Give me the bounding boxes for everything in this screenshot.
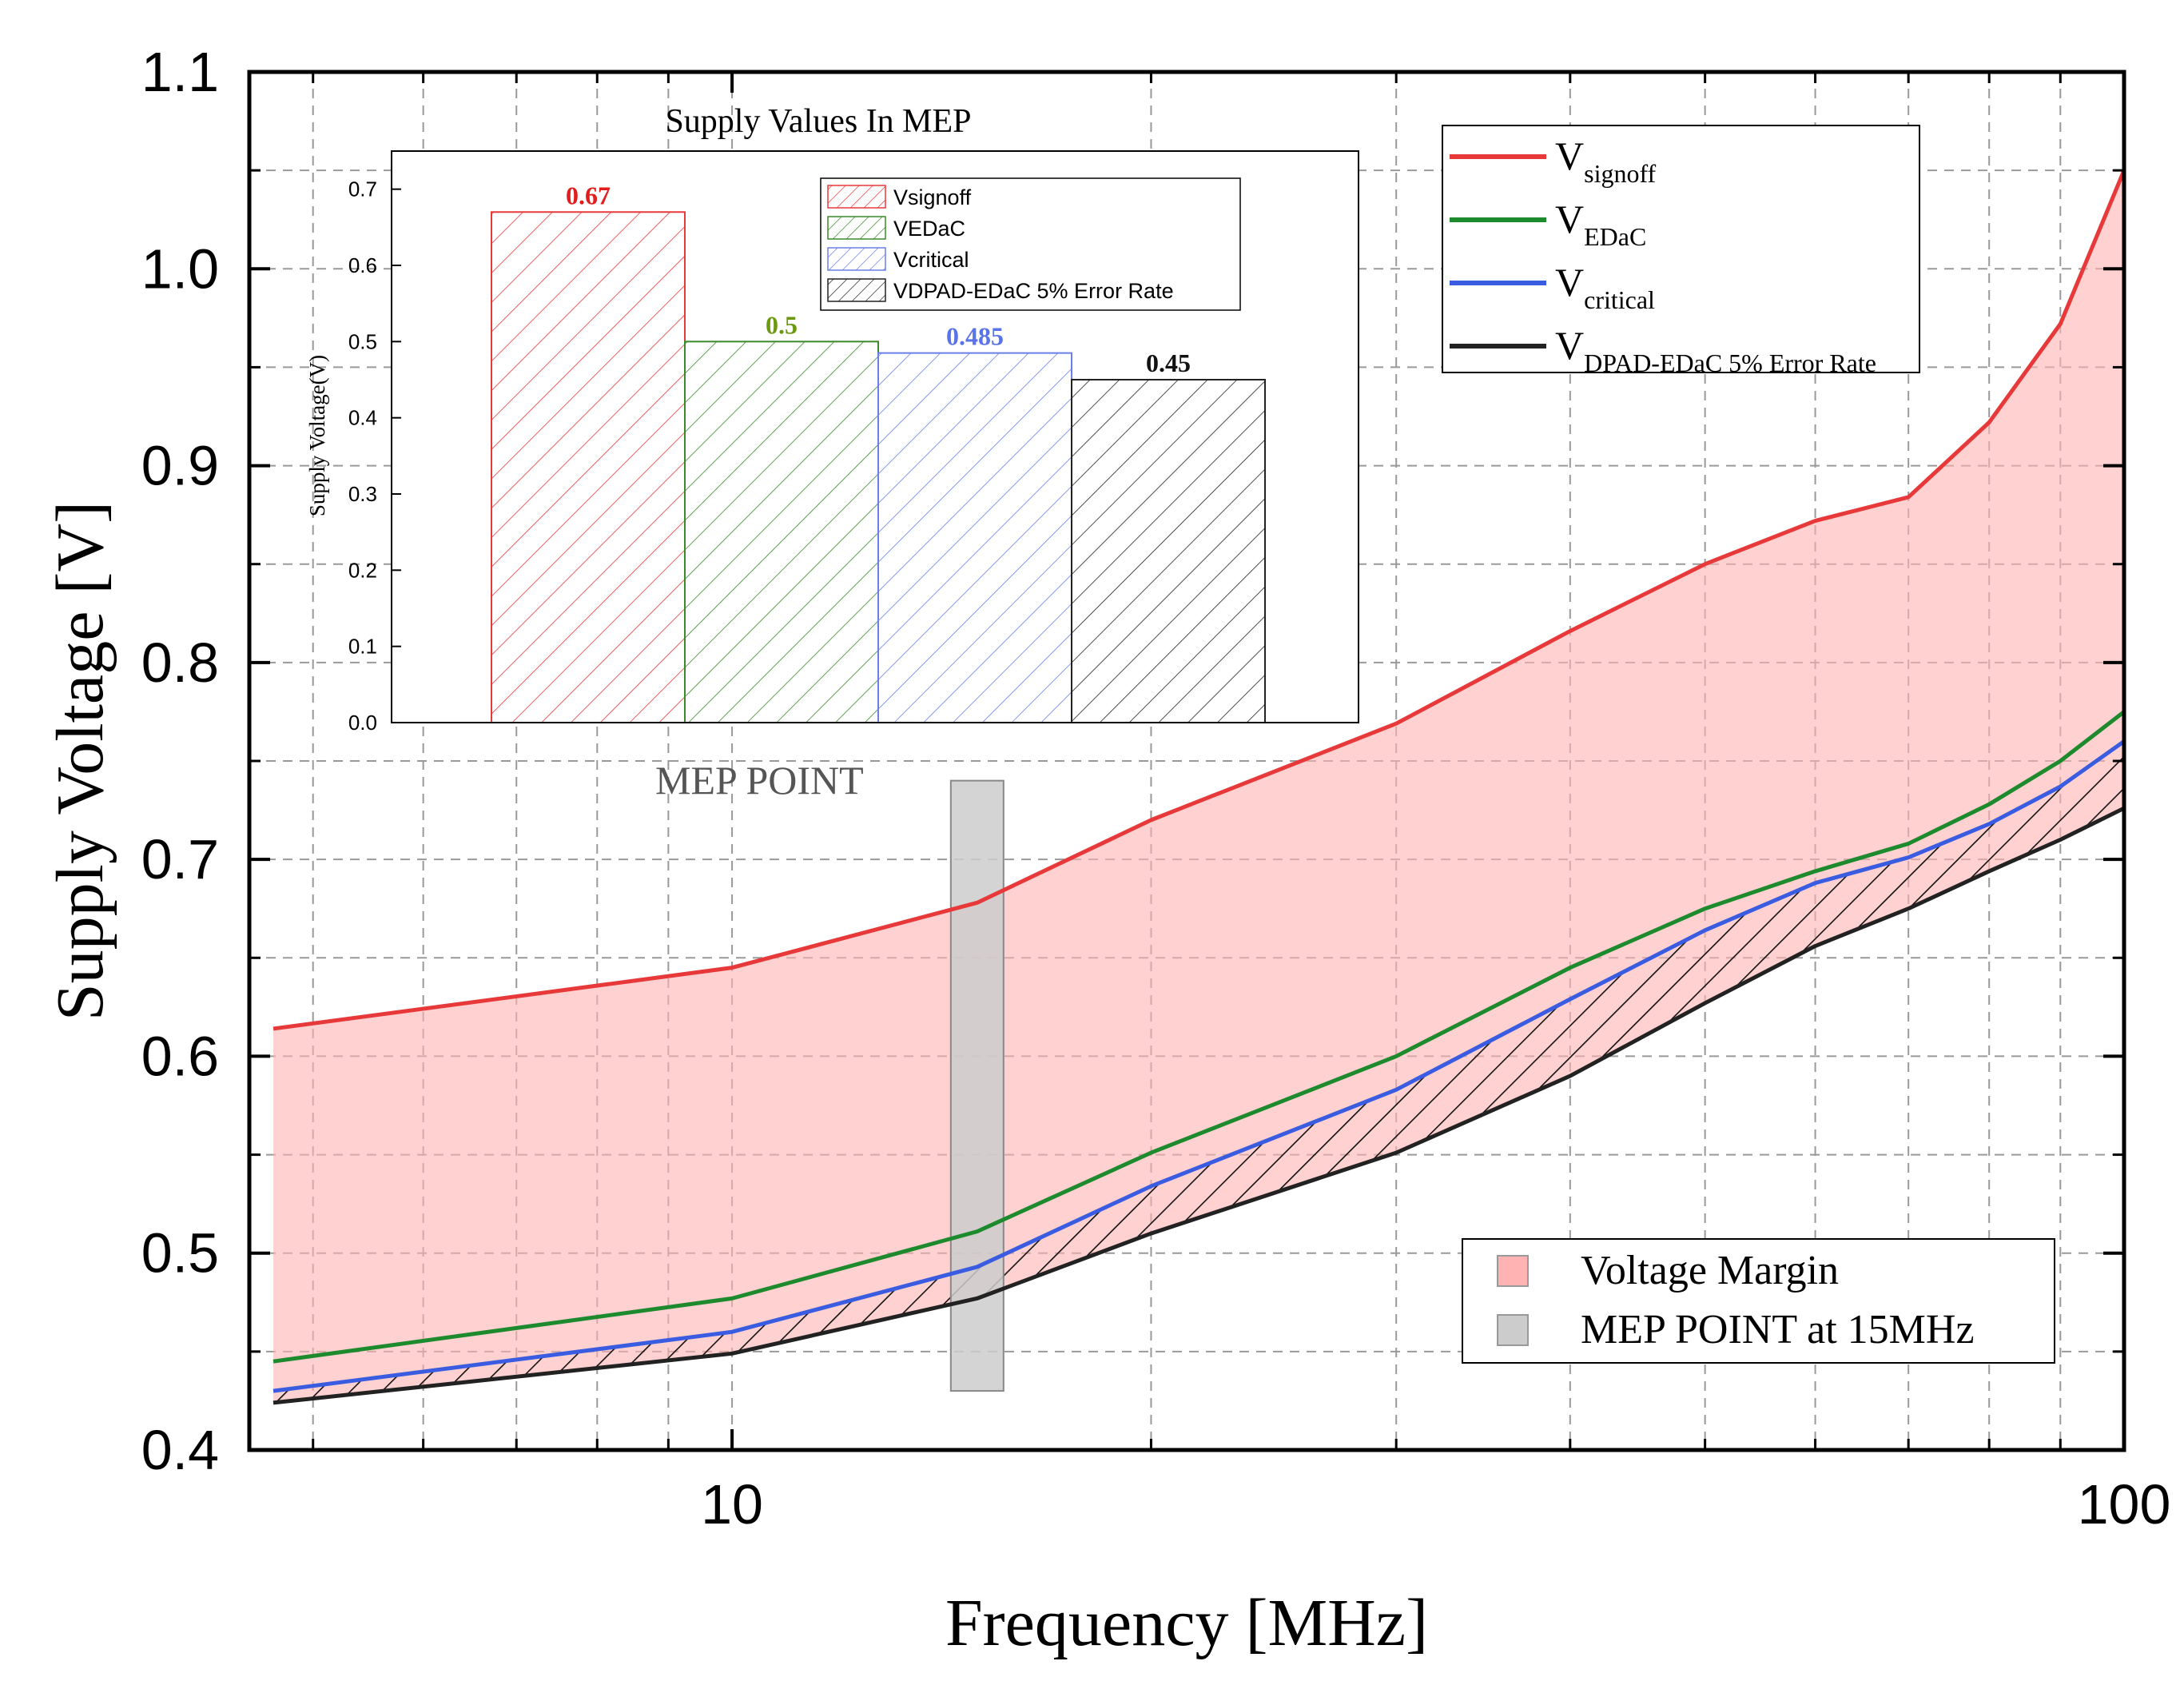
inset-legend-swatch (827, 216, 886, 240)
inset-bar-2 (877, 352, 1072, 723)
main-axis-tick-labels: 0.4 0.5 0.6 0.7 0.8 0.9 1.0 1.1 10 100 (141, 41, 2171, 1536)
inset-bar-3 (1071, 379, 1266, 723)
series-line-dpad (273, 806, 2124, 1405)
inset-bar-value-label: 0.485 (946, 322, 1004, 351)
mep-point-annotation: MEP POINT (655, 758, 864, 803)
inset-bar-value-label: 0.5 (766, 310, 798, 339)
main-legend-items: Vsignoff VEDaC Vcritical VDPAD-EDaC 5% Erro… (1450, 133, 1876, 377)
legend-label-signoff: Vsignoff (1555, 133, 1657, 188)
y-tick-label: 1.1 (141, 41, 219, 103)
series-line-critical (273, 739, 2124, 1393)
main-plot-area (273, 169, 2124, 1405)
inset-legend-swatch (827, 278, 886, 302)
inset-bars: 0.67 0.5 0.485 0.45 (491, 181, 1266, 723)
inset-frame (391, 150, 1359, 723)
inset-bar-0 (491, 211, 686, 723)
mep-point-label: MEP POINT at 15MHz (1581, 1307, 1975, 1352)
inset-title: Supply Values In MEP (665, 103, 971, 140)
inset-legend-items: Vsignoff VEDaC Vcritical VDPAD-EDaC 5% Erro… (827, 185, 1174, 303)
inset-y-axis-title: Supply Voltage(V) (305, 355, 329, 516)
y-tick-label: 0.6 (141, 1025, 219, 1087)
inset-bar-value-label: 0.67 (566, 181, 611, 209)
inset-legend-label: VDPAD-EDaC 5% Error Rate (893, 279, 1174, 303)
inset-legend-label: VEDaC (893, 217, 965, 241)
inset-y-tick-label: 0.6 (348, 253, 377, 277)
inset-bar-1 (684, 341, 879, 723)
main-legend: Vsignoff VEDaC Vcritical VDPAD-EDaC 5% Erro… (1442, 125, 1920, 377)
inset-y-tick-label: 0.3 (348, 482, 377, 506)
mep-point-swatch (1497, 1314, 1529, 1346)
inset-y-tick-label: 0.2 (348, 558, 377, 582)
series-line-signoff (273, 169, 2124, 1031)
y-tick-label: 0.5 (141, 1222, 219, 1285)
y-tick-label: 0.9 (141, 435, 219, 497)
legend-label-dpad: VDPAD-EDaC 5% Error Rate (1555, 323, 1876, 377)
inset-legend-box (820, 177, 1241, 311)
x-tick-label: 10 (701, 1473, 763, 1536)
inset-legend: Vsignoff VEDaC Vcritical VDPAD-EDaC 5% Erro… (820, 177, 1241, 311)
voltage-margin-label: Voltage Margin (1581, 1248, 1839, 1293)
x-axis-title: Frequency [MHz] (945, 1586, 1428, 1660)
y-tick-label: 0.7 (141, 828, 219, 890)
inset-y-tick-label: 0.4 (348, 406, 377, 430)
inset-legend-label: Vcritical (893, 248, 969, 272)
y-axis-title: Supply Voltage [V] (43, 501, 117, 1021)
main-legend-box (1442, 125, 1920, 373)
voltage-margin-area (273, 170, 2124, 1403)
main-axis-ticks (249, 70, 2126, 1452)
inset-y-tick-label: 0.0 (348, 711, 377, 735)
y-tick-label: 1.0 (141, 237, 219, 300)
legend-label-critical: Vcritical (1555, 260, 1655, 314)
inset-y-tick-label: 0.1 (348, 635, 377, 659)
area-legend: Voltage Margin MEP POINT at 15MHz (1462, 1238, 2055, 1364)
inset-legend-swatch (827, 247, 886, 271)
inset-legend-swatch (827, 185, 886, 209)
area-legend-box (1462, 1238, 2055, 1364)
x-tick-label: 100 (2078, 1473, 2171, 1536)
legend-label-edac: VEDaC (1555, 197, 1646, 251)
inset-y-tick-label: 0.7 (348, 177, 377, 201)
mep-point-bar (949, 779, 1004, 1392)
y-tick-label: 0.4 (141, 1419, 219, 1481)
inset-bar-value-label: 0.45 (1146, 349, 1191, 377)
inset-legend-label: Vsignoff (893, 185, 972, 209)
series-line-edac (273, 710, 2124, 1364)
voltage-margin-swatch (1497, 1255, 1529, 1287)
series-lines (273, 169, 2124, 1405)
inset-y-tick-label: 0.5 (348, 329, 377, 353)
y-tick-label: 0.8 (141, 631, 219, 694)
inset-axis-ticks: 0.0 0.1 0.2 0.3 0.4 0.5 0.6 0.7 (348, 177, 401, 735)
